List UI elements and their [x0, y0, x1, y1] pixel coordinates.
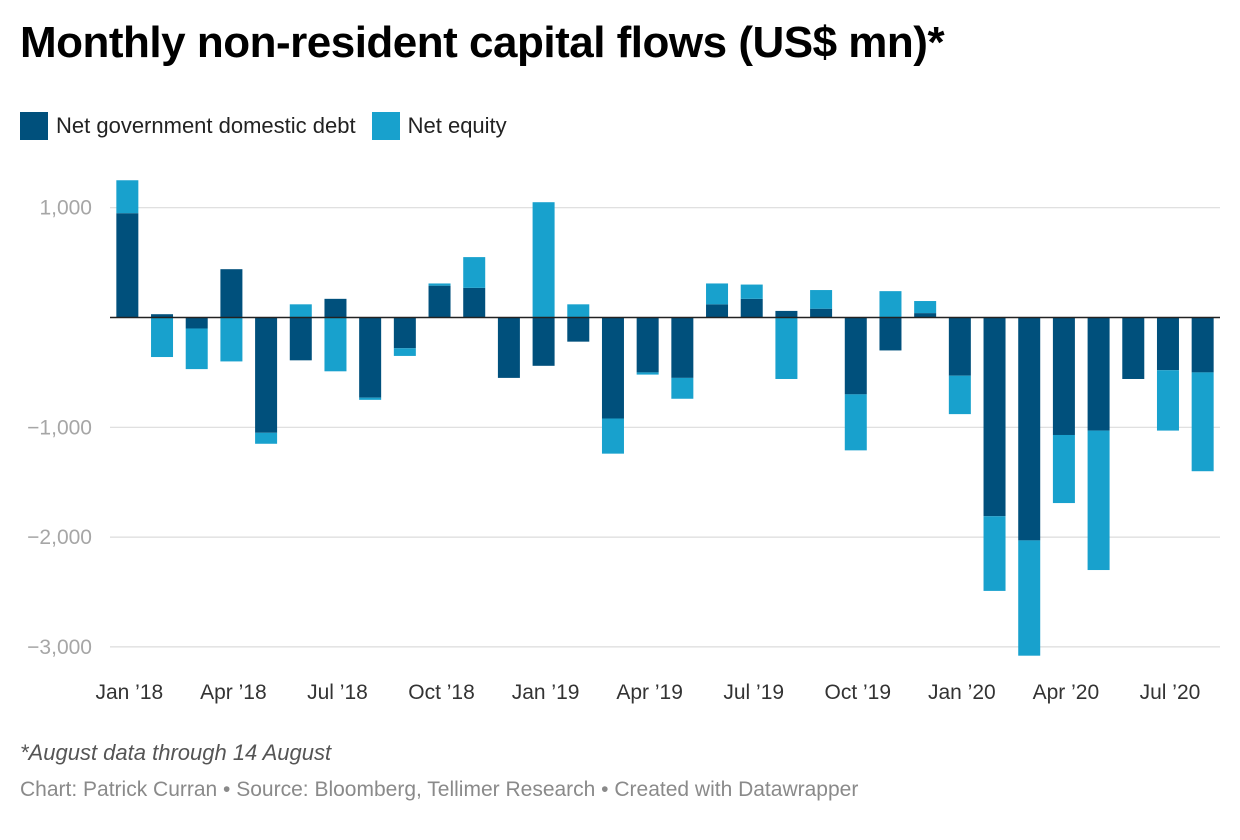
bar-equity: [636, 372, 659, 375]
bar-equity: [983, 516, 1006, 591]
bar-equity: [220, 317, 243, 362]
y-tick-label: −3,000: [27, 636, 92, 659]
bar-debt: [428, 285, 451, 318]
bar-equity: [532, 202, 555, 318]
bar-equity: [879, 291, 902, 318]
bar-debt: [289, 317, 312, 361]
bar-debt: [844, 317, 867, 395]
bar-equity: [671, 377, 694, 399]
bar-debt: [1052, 317, 1075, 435]
bar-equity: [1156, 370, 1179, 431]
x-tick-label: Jan ’20: [928, 681, 996, 704]
source-credit: Chart: Patrick Curran • Source: Bloomber…: [20, 778, 859, 801]
legend: Net government domestic debt Net equity: [20, 112, 523, 140]
bar-equity: [185, 328, 208, 370]
legend-label-debt: Net government domestic debt: [56, 113, 356, 138]
bar-equity: [324, 317, 347, 372]
bar-debt: [948, 317, 971, 376]
bar-equity: [567, 304, 590, 318]
bar-debt: [1156, 317, 1179, 371]
bar-debt: [359, 317, 382, 398]
bar-debt: [185, 317, 208, 329]
y-tick-label: 1,000: [39, 197, 92, 220]
x-tick-label: Jul ’20: [1140, 681, 1201, 704]
bar-debt: [1018, 317, 1041, 541]
bar-debt: [706, 304, 729, 318]
bar-equity: [151, 317, 174, 358]
x-tick-label: Oct ’19: [825, 681, 892, 704]
bar-debt: [220, 269, 243, 318]
bar-debt: [879, 317, 902, 351]
y-tick-label: −1,000: [27, 416, 92, 439]
bar-equity: [428, 283, 451, 286]
bar-debt: [567, 317, 590, 342]
bar-debt: [324, 298, 347, 318]
footnote: *August data through 14 August: [20, 740, 332, 765]
bar-equity: [1052, 434, 1075, 504]
x-tick-label: Apr ’19: [616, 681, 683, 704]
bar-equity: [844, 394, 867, 451]
bar-equity: [289, 304, 312, 318]
bar-debt: [116, 213, 139, 318]
bar-equity: [601, 418, 624, 454]
bar-debt: [393, 317, 416, 349]
bar-debt: [151, 314, 174, 318]
bar-debt: [983, 317, 1006, 517]
bar-debt: [636, 317, 659, 373]
x-tick-label: Apr ’20: [1033, 681, 1100, 704]
bar-debt: [1191, 317, 1214, 373]
bar-equity: [463, 257, 486, 288]
legend-swatch-debt: [20, 112, 48, 140]
bar-debt: [671, 317, 694, 378]
bar-debt: [810, 308, 833, 318]
x-tick-label: Jan ’19: [512, 681, 580, 704]
x-tick-label: Jul ’19: [723, 681, 784, 704]
bar-debt: [255, 317, 278, 433]
bar-debt: [914, 313, 937, 318]
bar-equity: [1191, 372, 1214, 472]
legend-item-equity: Net equity: [371, 112, 507, 140]
bar-debt: [1087, 317, 1110, 431]
bar-equity: [948, 375, 971, 415]
legend-swatch-equity: [371, 112, 400, 140]
bar-debt: [497, 317, 520, 378]
y-tick-label: −2,000: [27, 526, 92, 549]
bar-equity: [116, 180, 139, 214]
bar-equity: [1018, 540, 1041, 656]
legend-item-debt: Net government domestic debt: [20, 112, 356, 140]
bar-equity: [1087, 430, 1110, 571]
bar-equity: [914, 301, 937, 314]
bar-equity: [740, 284, 763, 299]
bar-debt: [532, 317, 555, 366]
bar-debt: [740, 298, 763, 318]
x-tick-label: Jan ’18: [95, 681, 163, 704]
bar-equity: [393, 348, 416, 356]
x-tick-label: Oct ’18: [408, 681, 475, 704]
x-tick-label: Apr ’18: [200, 681, 267, 704]
chart-title: Monthly non-resident capital flows (US$ …: [20, 18, 945, 67]
bar-equity: [775, 317, 798, 379]
bar-debt: [775, 310, 798, 318]
bar-debt: [463, 287, 486, 318]
legend-label-equity: Net equity: [407, 113, 507, 138]
bar-equity: [706, 283, 729, 305]
bar-equity: [810, 290, 833, 309]
bar-equity: [255, 432, 278, 444]
x-tick-label: Jul ’18: [307, 681, 368, 704]
bar-debt: [601, 317, 624, 419]
bar-equity: [359, 397, 382, 400]
bar-debt: [1122, 317, 1145, 379]
